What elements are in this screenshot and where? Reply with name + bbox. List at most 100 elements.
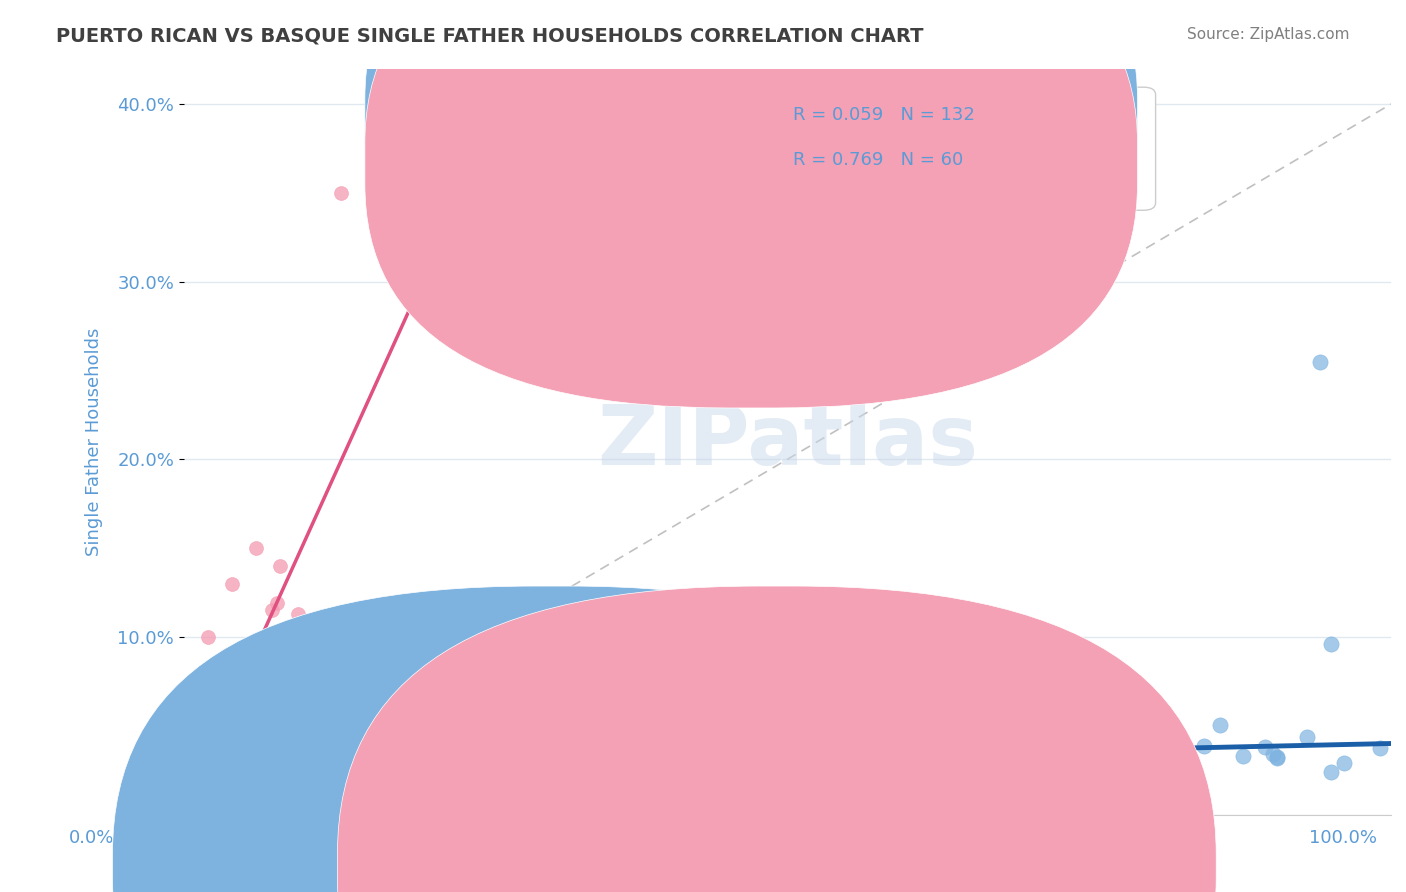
Point bbox=[180, 802, 202, 816]
Point bbox=[195, 739, 218, 753]
Point bbox=[181, 734, 204, 748]
Point bbox=[638, 731, 661, 745]
Point bbox=[173, 793, 195, 807]
Text: Puerto Ricans: Puerto Ricans bbox=[576, 858, 700, 876]
Point bbox=[179, 807, 201, 822]
Point bbox=[184, 806, 207, 821]
Point bbox=[1146, 784, 1168, 798]
Point bbox=[1014, 801, 1036, 815]
Point bbox=[177, 807, 200, 822]
Point bbox=[304, 780, 326, 795]
Point bbox=[173, 780, 195, 795]
Point bbox=[187, 797, 209, 812]
Text: 100.0%: 100.0% bbox=[1309, 829, 1376, 847]
Point bbox=[174, 754, 197, 768]
Point bbox=[174, 731, 197, 745]
Point bbox=[191, 789, 214, 804]
Point bbox=[197, 675, 219, 690]
Point bbox=[690, 789, 713, 804]
Point bbox=[174, 756, 197, 770]
Point bbox=[176, 805, 198, 820]
Point bbox=[198, 777, 221, 791]
Point bbox=[420, 790, 443, 805]
Point bbox=[278, 656, 301, 670]
Text: Basques: Basques bbox=[801, 858, 877, 876]
Point bbox=[176, 731, 198, 746]
Point bbox=[321, 739, 343, 753]
Point bbox=[201, 797, 224, 811]
Point bbox=[197, 760, 219, 774]
Point bbox=[865, 769, 887, 783]
Point bbox=[260, 644, 283, 658]
Point bbox=[224, 728, 246, 742]
Point bbox=[1209, 718, 1232, 732]
Point bbox=[173, 696, 195, 710]
Point bbox=[513, 730, 536, 744]
Point bbox=[1254, 740, 1277, 755]
Point bbox=[232, 793, 254, 807]
Point bbox=[173, 807, 195, 822]
Point bbox=[1084, 789, 1107, 804]
Point bbox=[204, 771, 226, 785]
Point bbox=[1170, 767, 1192, 781]
Text: ZIPatlas: ZIPatlas bbox=[598, 401, 979, 482]
Point bbox=[173, 805, 195, 819]
Point bbox=[935, 733, 957, 747]
Point bbox=[256, 789, 278, 804]
Point bbox=[1333, 756, 1355, 770]
Point bbox=[219, 807, 242, 822]
Point bbox=[233, 657, 256, 671]
Point bbox=[409, 795, 432, 809]
Point bbox=[187, 807, 209, 822]
Point bbox=[558, 775, 581, 789]
Point bbox=[344, 807, 367, 822]
Point bbox=[202, 807, 225, 822]
Point bbox=[259, 780, 281, 795]
Point bbox=[187, 772, 209, 787]
Point bbox=[299, 805, 322, 820]
Point bbox=[304, 789, 326, 803]
Point bbox=[181, 782, 204, 797]
Point bbox=[221, 778, 243, 792]
Point bbox=[176, 807, 198, 822]
Point bbox=[1263, 747, 1285, 761]
Point bbox=[193, 772, 215, 787]
Point bbox=[395, 749, 418, 764]
Point bbox=[1296, 730, 1319, 744]
Point bbox=[224, 766, 246, 780]
Point bbox=[343, 730, 366, 744]
Point bbox=[173, 747, 195, 761]
Point bbox=[176, 749, 198, 764]
Point bbox=[191, 780, 214, 795]
Point bbox=[181, 807, 204, 822]
Point bbox=[260, 603, 283, 617]
Point bbox=[200, 807, 222, 822]
Point bbox=[229, 805, 252, 820]
Point bbox=[186, 803, 208, 817]
Point bbox=[671, 729, 693, 743]
Point bbox=[336, 720, 359, 734]
Point bbox=[1078, 726, 1101, 740]
Point bbox=[714, 779, 737, 793]
Text: PUERTO RICAN VS BASQUE SINGLE FATHER HOUSEHOLDS CORRELATION CHART: PUERTO RICAN VS BASQUE SINGLE FATHER HOU… bbox=[56, 27, 924, 45]
Point bbox=[194, 753, 217, 767]
Point bbox=[183, 807, 205, 822]
Point bbox=[235, 800, 257, 814]
FancyBboxPatch shape bbox=[697, 87, 1156, 211]
Point bbox=[1156, 763, 1178, 777]
Point bbox=[184, 756, 207, 771]
Point bbox=[583, 772, 606, 786]
Point bbox=[191, 807, 214, 822]
Point bbox=[1265, 750, 1288, 764]
FancyBboxPatch shape bbox=[366, 0, 1137, 408]
Point bbox=[173, 807, 195, 822]
Point bbox=[197, 807, 219, 822]
Point bbox=[209, 759, 232, 773]
Point bbox=[181, 805, 204, 819]
Point bbox=[301, 730, 323, 744]
Point bbox=[301, 742, 323, 756]
Point bbox=[197, 772, 219, 787]
Point bbox=[217, 774, 239, 789]
Point bbox=[229, 723, 252, 738]
Point bbox=[183, 800, 205, 814]
